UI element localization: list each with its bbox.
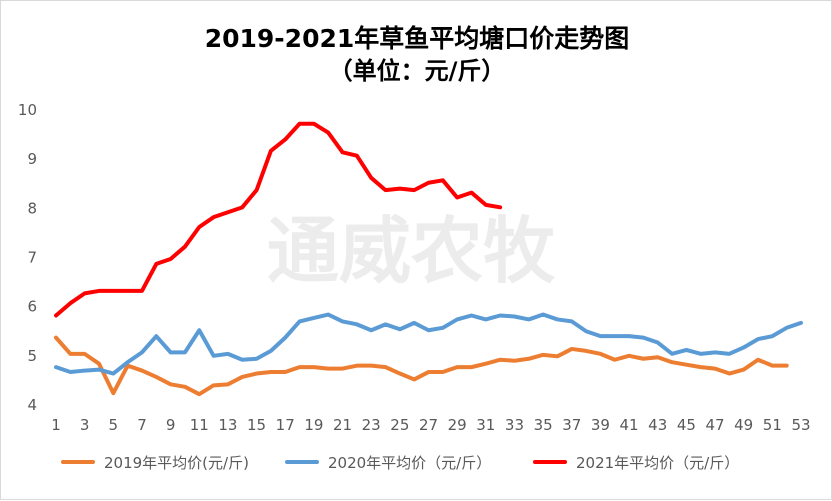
x-tick-label: 51 bbox=[763, 416, 782, 434]
x-tick-label: 31 bbox=[476, 416, 495, 434]
y-tick-label: 6 bbox=[27, 298, 37, 316]
series-line-3 bbox=[54, 121, 503, 318]
y-tick-label: 7 bbox=[27, 249, 37, 267]
x-tick-label: 35 bbox=[534, 416, 553, 434]
y-axis-tick-labels: 4 5 6 7 8 9 10 bbox=[18, 101, 37, 414]
x-tick-label: 15 bbox=[247, 416, 266, 434]
x-tick-label: 13 bbox=[218, 416, 237, 434]
x-tick-label: 43 bbox=[648, 416, 667, 434]
x-tick-label: 49 bbox=[734, 416, 753, 434]
x-tick-label: 9 bbox=[166, 416, 176, 434]
x-axis-tick-labels: 1 3 5 7 9 11 13 15 17 19 21 23 25 27 29 31 33 35 37 39 41 43 4… bbox=[51, 416, 810, 434]
y-tick-label: 8 bbox=[27, 199, 37, 217]
chart-subtitle: （单位：元/斤） bbox=[329, 57, 506, 85]
x-tick-label: 19 bbox=[304, 416, 323, 434]
x-tick-label: 33 bbox=[505, 416, 524, 434]
y-tick-label: 4 bbox=[27, 396, 37, 414]
x-tick-label: 1 bbox=[51, 416, 61, 434]
x-tick-label: 11 bbox=[190, 416, 209, 434]
x-tick-label: 39 bbox=[591, 416, 610, 434]
legend-label-1: 2019年平均价(元/斤) bbox=[104, 454, 249, 472]
watermark: 通威农牧 bbox=[267, 209, 556, 293]
legend-label-3: 2021年平均价（元/斤） bbox=[576, 454, 739, 472]
x-tick-label: 21 bbox=[333, 416, 352, 434]
series-line-2 bbox=[54, 312, 803, 376]
x-tick-label: 41 bbox=[620, 416, 639, 434]
series-line-1 bbox=[54, 335, 789, 397]
x-tick-label: 5 bbox=[109, 416, 119, 434]
x-tick-label: 7 bbox=[137, 416, 147, 434]
x-tick-label: 17 bbox=[276, 416, 295, 434]
legend: 2019年平均价(元/斤) 2020年平均价（元/斤） 2021年平均价（元/斤） bbox=[61, 454, 739, 472]
x-tick-label: 23 bbox=[362, 416, 381, 434]
x-tick-label: 47 bbox=[705, 416, 724, 434]
legend-label-2: 2020年平均价（元/斤） bbox=[328, 454, 491, 472]
x-tick-label: 53 bbox=[791, 416, 810, 434]
x-tick-label: 29 bbox=[448, 416, 467, 434]
y-tick-label: 5 bbox=[27, 347, 37, 365]
chart-title: 2019-2021年草鱼平均塘口价走势图 bbox=[205, 24, 630, 53]
series-layer bbox=[54, 121, 803, 397]
x-tick-label: 37 bbox=[562, 416, 581, 434]
y-tick-label: 9 bbox=[27, 150, 37, 168]
x-tick-label: 3 bbox=[80, 416, 90, 434]
x-tick-label: 45 bbox=[677, 416, 696, 434]
x-tick-label: 27 bbox=[419, 416, 438, 434]
y-tick-label: 10 bbox=[18, 101, 37, 119]
x-tick-label: 25 bbox=[390, 416, 409, 434]
